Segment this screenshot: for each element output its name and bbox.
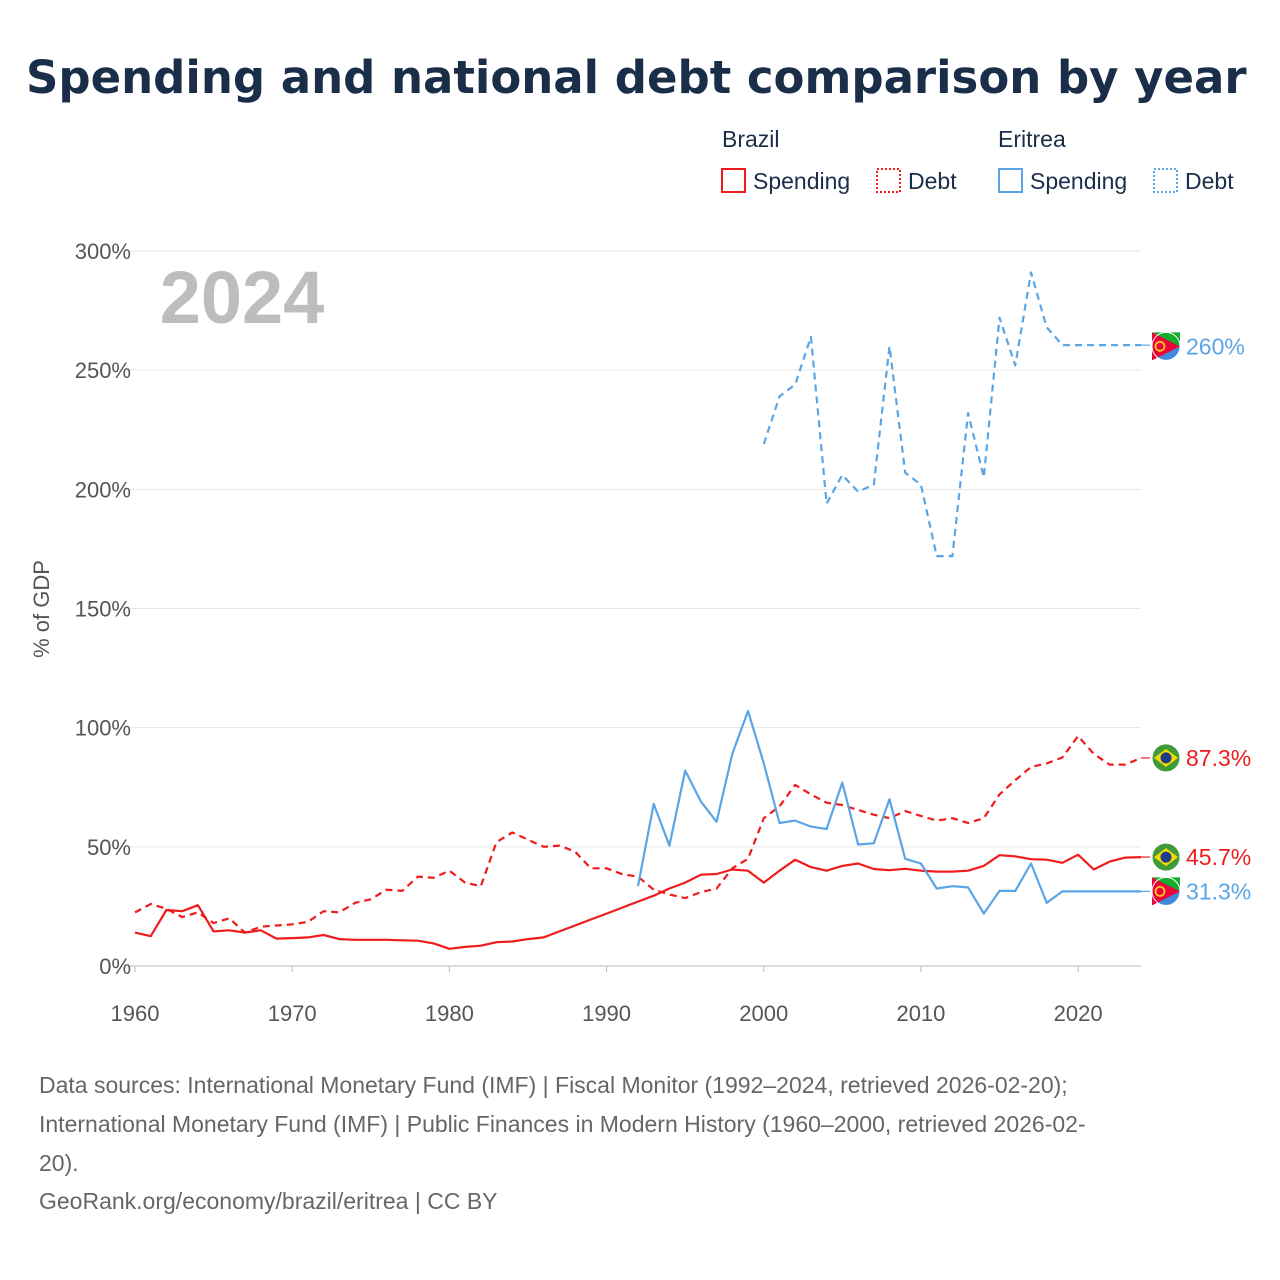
x-axis-ticks: 1960 1970 1980 1990 2000 2010 2020 xyxy=(111,966,1103,1026)
eritrea-flag-icon xyxy=(1151,876,1181,906)
y-tick-label: 0% xyxy=(99,954,131,979)
x-tick-label: 1990 xyxy=(582,1001,631,1026)
legend: Brazil Spending Debt Eritrea Spending De… xyxy=(721,126,1234,194)
y-tick-label: 100% xyxy=(75,716,131,741)
series xyxy=(134,271,1150,950)
y-tick-label: 50% xyxy=(87,835,131,860)
end-label-value: 31.3% xyxy=(1186,878,1251,904)
legend-label-brazil-debt: Debt xyxy=(908,168,957,194)
end-label-value: 45.7% xyxy=(1186,844,1251,870)
legend-swatch-brazil-spending xyxy=(721,168,746,193)
legend-swatch-brazil-debt xyxy=(876,168,901,193)
legend-swatch-eritrea-spending xyxy=(998,168,1023,193)
chart-title: Spending and national debt comparison by… xyxy=(26,51,1247,104)
series-line-eritrea-debt xyxy=(762,271,1141,558)
y-tick-label: 300% xyxy=(75,239,131,264)
x-tick-label: 1970 xyxy=(268,1001,317,1026)
flag-border xyxy=(1151,743,1181,773)
brazil-flag-icon xyxy=(1151,842,1181,872)
x-tick-label: 2010 xyxy=(896,1001,945,1026)
eritrea-flag-icon xyxy=(1151,331,1181,361)
eritrea-flag-red xyxy=(1152,332,1180,361)
eritrea-flag-emblem xyxy=(1154,340,1166,352)
brazil-flag-icon xyxy=(1151,743,1181,773)
x-tick-label: 1980 xyxy=(425,1001,474,1026)
legend-label-eritrea-spending: Spending xyxy=(1030,168,1127,194)
flag-border xyxy=(1151,876,1181,906)
legend-label-brazil-spending: Spending xyxy=(753,168,850,194)
legend-swatch-eritrea-debt xyxy=(1153,168,1178,193)
x-tick-label: 2020 xyxy=(1054,1001,1103,1026)
brazil-flag-globe xyxy=(1160,752,1172,764)
flag-border xyxy=(1151,842,1181,872)
legend-group-eritrea: Eritrea xyxy=(998,126,1066,152)
source-line-1: Data sources: International Monetary Fun… xyxy=(39,1072,1068,1098)
y-tick-label: 200% xyxy=(75,477,131,502)
end-label-value: 87.3% xyxy=(1186,745,1251,771)
y-tick-label: 150% xyxy=(75,597,131,622)
series-line-eritrea-spending xyxy=(636,709,1141,915)
brazil-flag-globe xyxy=(1160,851,1172,863)
source-credit: GeoRank.org/economy/brazil/eritrea | CC … xyxy=(39,1188,498,1214)
end-label-value: 260% xyxy=(1186,333,1245,359)
year-label: 2024 xyxy=(160,256,325,339)
x-tick-label: 1960 xyxy=(111,1001,160,1026)
source-line-2: International Monetary Fund (IMF) | Publ… xyxy=(39,1111,1086,1137)
grid xyxy=(130,250,1141,967)
flag-border xyxy=(1151,331,1181,361)
end-labels: 260% 87.3% 45.7% 31.3% xyxy=(1151,331,1251,906)
y-axis-label: % of GDP xyxy=(29,560,54,658)
legend-label-eritrea-debt: Debt xyxy=(1185,168,1234,194)
x-tick-label: 2000 xyxy=(739,1001,788,1026)
source-line-3: 20). xyxy=(39,1150,79,1176)
eritrea-flag-red xyxy=(1152,877,1180,906)
y-axis-ticks: 0% 50% 100% 150% 200% 250% 300% xyxy=(75,239,131,979)
series-line-brazil-debt xyxy=(134,734,1142,934)
series-line-brazil-spending xyxy=(134,853,1142,950)
legend-group-brazil: Brazil xyxy=(722,126,780,152)
eritrea-flag-emblem xyxy=(1154,886,1166,897)
y-tick-label: 250% xyxy=(75,358,131,383)
